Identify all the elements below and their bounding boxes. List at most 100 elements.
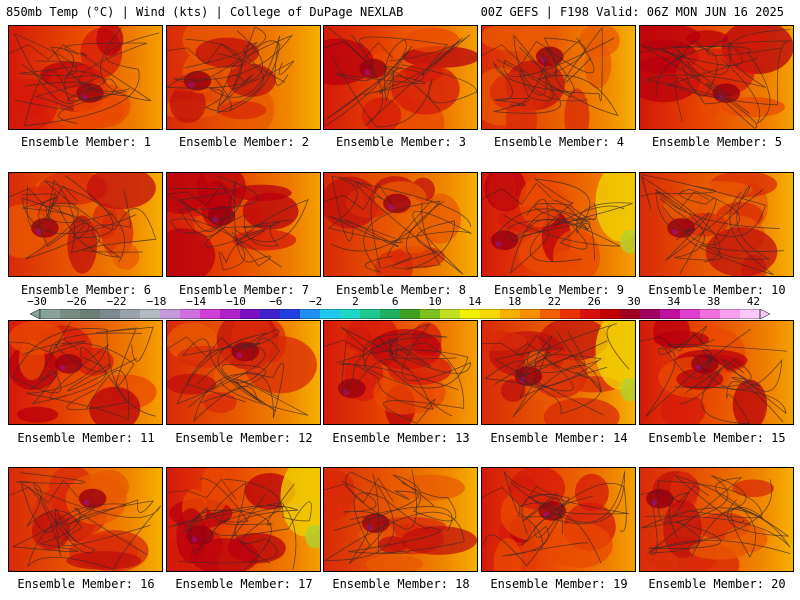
ensemble-map-panel <box>323 467 478 572</box>
colorbar-swatch <box>340 309 361 319</box>
colorbar-swatch <box>80 309 101 319</box>
panel-label: Ensemble Member: 5 <box>651 135 783 149</box>
panel-label: Ensemble Member: 12 <box>175 431 313 445</box>
colorbar-swatch <box>320 309 341 319</box>
panel-label: Ensemble Member: 20 <box>648 577 786 591</box>
ensemble-map-panel <box>481 467 636 572</box>
ensemble-map-panel <box>323 25 478 130</box>
panel-label: Ensemble Member: 15 <box>648 431 786 445</box>
colorbar-tick-label: 18 <box>507 295 522 308</box>
colorbar-swatch <box>140 309 161 319</box>
ensemble-map-panel <box>639 25 794 130</box>
colorbar-tick-label: −6 <box>269 295 283 308</box>
colorbar-swatch <box>440 309 461 319</box>
colorbar-swatch <box>40 309 61 319</box>
panel-label: Ensemble Member: 9 <box>493 283 625 297</box>
colorbar-tick-label: −2 <box>308 295 323 308</box>
panel-label: Ensemble Member: 1 <box>20 135 152 149</box>
panel-label: Ensemble Member: 8 <box>335 283 467 297</box>
colorbar-tick-label: 26 <box>587 295 601 308</box>
panel-label: Ensemble Member: 16 <box>17 577 155 591</box>
ensemble-map-panel <box>166 25 321 130</box>
ensemble-map-panel <box>481 172 636 277</box>
colorbar-tick-label: −10 <box>226 295 246 308</box>
chart-title: 850mb Temp (°C) | Wind (kts) | College o… <box>6 5 404 19</box>
colorbar-swatch <box>280 309 301 319</box>
colorbar-tick-label: 14 <box>468 295 482 308</box>
colorbar-swatch <box>600 309 621 319</box>
colorbar-tick-label: 22 <box>547 295 562 308</box>
colorbar-swatch <box>360 309 381 319</box>
ensemble-map-panel <box>481 25 636 130</box>
panel-label: Ensemble Member: 18 <box>332 577 470 591</box>
colorbar-swatch <box>260 309 281 319</box>
panel-label: Ensemble Member: 14 <box>490 431 628 445</box>
colorbar-swatch <box>180 309 201 319</box>
panel-label: Ensemble Member: 4 <box>493 135 625 149</box>
colorbar-swatch <box>680 309 701 319</box>
panel-label: Ensemble Member: 10 <box>648 283 786 297</box>
ensemble-map-panel <box>481 320 636 425</box>
colorbar-swatch <box>480 309 501 319</box>
colorbar-swatch <box>60 309 81 319</box>
colorbar-swatch <box>500 309 521 319</box>
panel-label: Ensemble Member: 7 <box>178 283 310 297</box>
ensemble-map-panel <box>8 467 163 572</box>
colorbar-tick-label: −30 <box>27 295 47 308</box>
panel-label: Ensemble Member: 2 <box>178 135 310 149</box>
colorbar-swatch <box>620 309 641 319</box>
colorbar-swatch <box>120 309 141 319</box>
colorbar-tick-label: 6 <box>391 295 399 308</box>
colorbar-swatch <box>640 309 661 319</box>
colorbar-left-arrow <box>30 309 41 319</box>
panel-label: Ensemble Member: 11 <box>17 431 155 445</box>
colorbar-swatch <box>560 309 581 319</box>
colorbar-swatch <box>580 309 601 319</box>
colorbar-swatch <box>100 309 121 319</box>
colorbar-tick-label: −18 <box>146 295 167 308</box>
temperature-colorbar <box>30 309 770 319</box>
colorbar-tick-label: 38 <box>706 295 721 308</box>
ensemble-map-panel <box>639 467 794 572</box>
colorbar-swatch <box>540 309 561 319</box>
colorbar-swatch <box>660 309 681 319</box>
colorbar-swatch <box>740 309 761 319</box>
ensemble-map-panel <box>166 172 321 277</box>
colorbar-swatch <box>240 309 261 319</box>
colorbar-tick-label: 34 <box>667 295 681 308</box>
colorbar-swatch <box>720 309 741 319</box>
colorbar-tick-label: −14 <box>186 295 207 308</box>
ensemble-map-panel <box>639 172 794 277</box>
ensemble-map-panel <box>8 25 163 130</box>
colorbar-swatch <box>520 309 541 319</box>
colorbar-swatch <box>200 309 221 319</box>
panel-label: Ensemble Member: 19 <box>490 577 628 591</box>
colorbar-swatch <box>400 309 421 319</box>
colorbar-swatch <box>380 309 401 319</box>
colorbar-tick-label: 42 <box>746 295 761 308</box>
run-valid-time: 00Z GEFS | F198 Valid: 06Z MON JUN 16 20… <box>480 5 784 19</box>
panel-label: Ensemble Member: 3 <box>335 135 467 149</box>
ensemble-map-panel <box>166 320 321 425</box>
colorbar-tick-label: −26 <box>66 295 87 308</box>
ensemble-map-panel <box>8 320 163 425</box>
ensemble-map-panel <box>166 467 321 572</box>
colorbar-swatch <box>460 309 481 319</box>
panel-label: Ensemble Member: 6 <box>20 283 152 297</box>
colorbar-tick-label: 2 <box>352 295 359 308</box>
ensemble-map-panel <box>639 320 794 425</box>
ensemble-map-panel <box>8 172 163 277</box>
colorbar-swatch <box>420 309 441 319</box>
colorbar-swatch <box>300 309 321 319</box>
ensemble-map-panel <box>323 320 478 425</box>
panel-label: Ensemble Member: 13 <box>332 431 470 445</box>
colorbar-right-arrow <box>759 309 770 319</box>
colorbar-swatch <box>160 309 181 319</box>
colorbar-tick-label: 10 <box>428 295 442 308</box>
colorbar-swatch <box>700 309 721 319</box>
colorbar-tick-label: −22 <box>106 295 127 308</box>
panel-label: Ensemble Member: 17 <box>175 577 313 591</box>
ensemble-map-panel <box>323 172 478 277</box>
colorbar-tick-label: 30 <box>627 295 641 308</box>
colorbar-swatch <box>220 309 241 319</box>
